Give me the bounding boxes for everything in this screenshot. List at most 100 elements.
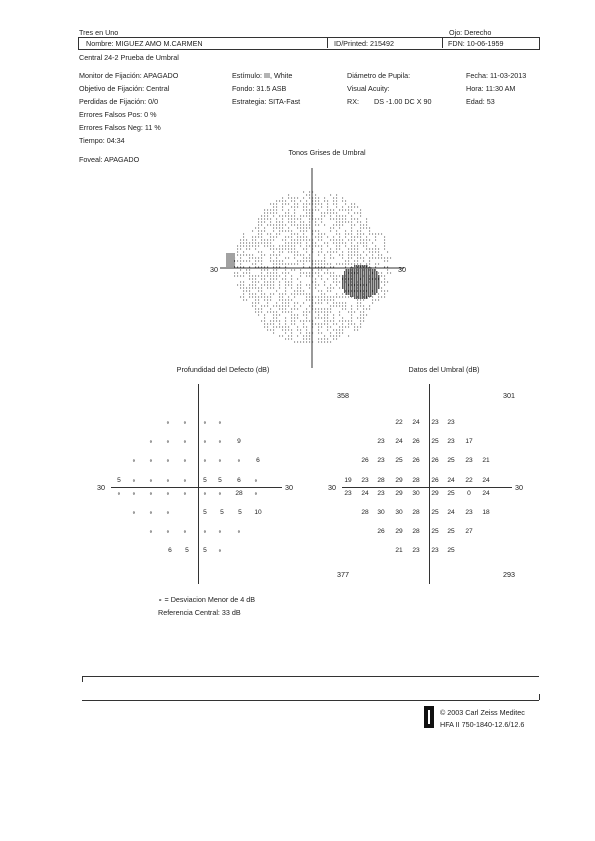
threshold-value: 26 bbox=[377, 528, 385, 535]
background: Fondo: 31.5 ASB bbox=[232, 84, 287, 93]
defect-value: 5 bbox=[185, 547, 189, 554]
greyscale-right-label: 30 bbox=[398, 265, 406, 274]
defect-value: ∘ bbox=[165, 457, 171, 464]
defect-value: 6 bbox=[256, 457, 260, 464]
threshold-value: 23 bbox=[377, 490, 385, 497]
defect-value: ∘ bbox=[182, 419, 188, 426]
threshold-value: 24 bbox=[361, 490, 369, 497]
defect-value: ∘ bbox=[217, 528, 223, 535]
defect-value: 6 bbox=[237, 477, 241, 484]
greyscale-left-block bbox=[226, 253, 235, 267]
fixation-target: Objetivo de Fijación: Central bbox=[79, 84, 170, 93]
strategy: Estrategia: SITA-Fast bbox=[232, 97, 301, 106]
threshold-value: 29 bbox=[395, 477, 403, 484]
date-of-birth: FDN: 10-06-1959 bbox=[448, 39, 504, 48]
threshold-value: 24 bbox=[412, 419, 420, 426]
summary-box-top bbox=[82, 676, 539, 677]
defect-value: 5 bbox=[203, 477, 207, 484]
pupil-diameter: Diámetro de Pupila: bbox=[347, 71, 411, 80]
threshold-value: 28 bbox=[412, 509, 420, 516]
defect-value: ∘ bbox=[165, 477, 171, 484]
defect-value: ∘ bbox=[148, 509, 154, 516]
summary-box-bottom bbox=[82, 700, 539, 701]
defect-value: 5 bbox=[218, 477, 222, 484]
box-divider bbox=[327, 38, 328, 48]
threshold-value: 25 bbox=[431, 528, 439, 535]
threshold-value: 28 bbox=[361, 509, 369, 516]
threshold-corner-bottom-left: 377 bbox=[337, 570, 349, 579]
defect-value: ∘ bbox=[148, 477, 154, 484]
visual-acuity: Visual Acuity: bbox=[347, 84, 390, 93]
threshold-value: 23 bbox=[377, 457, 385, 464]
threshold-value: 26 bbox=[431, 477, 439, 484]
threshold-value: 21 bbox=[395, 547, 403, 554]
foveal: Foveal: APAGADO bbox=[79, 155, 140, 164]
defect-value: ∘ bbox=[236, 457, 242, 464]
threshold-value: 25 bbox=[447, 547, 455, 554]
defect-value: ∘ bbox=[131, 490, 137, 497]
threshold-horizontal-axis bbox=[342, 487, 512, 488]
threshold-value: 19 bbox=[344, 477, 352, 484]
threshold-title: Datos del Umbral (dB) bbox=[408, 365, 480, 374]
defect-value: ∘ bbox=[217, 457, 223, 464]
greyscale-left-label: 30 bbox=[210, 265, 218, 274]
defect-value: ∘ bbox=[148, 490, 154, 497]
rx-value: DS -1.00 DC X 90 bbox=[374, 97, 432, 106]
defect-value: ∘ bbox=[202, 528, 208, 535]
threshold-value: 24 bbox=[482, 490, 490, 497]
test-duration: Tiempo: 04:34 bbox=[79, 136, 125, 145]
defect-value: 5 bbox=[220, 509, 224, 516]
threshold-value: 25 bbox=[447, 490, 455, 497]
defect-value: 6 bbox=[168, 547, 172, 554]
rx-label: RX: bbox=[347, 97, 359, 106]
threshold-value: 29 bbox=[395, 528, 403, 535]
test-time: Hora: 11:30 AM bbox=[466, 84, 516, 93]
threshold-value: 23 bbox=[447, 419, 455, 426]
defect-value: ∘ bbox=[202, 438, 208, 445]
threshold-value: 28 bbox=[412, 528, 420, 535]
threshold-value: 23 bbox=[431, 547, 439, 554]
threshold-value: 28 bbox=[377, 477, 385, 484]
patient-id: ID/Printed: 215492 bbox=[334, 39, 394, 48]
defect-value: ∘ bbox=[165, 509, 171, 516]
defect-value: ∘ bbox=[165, 490, 171, 497]
threshold-value: 22 bbox=[395, 419, 403, 426]
defect-value: 10 bbox=[254, 509, 262, 516]
defect-value: ∘ bbox=[202, 457, 208, 464]
summary-box-right-tick bbox=[539, 694, 540, 700]
threshold-value: 24 bbox=[482, 477, 490, 484]
defect-value: ∘ bbox=[253, 477, 259, 484]
eye-label: Ojo: Derecho bbox=[449, 28, 492, 37]
defect-value: ∘ bbox=[217, 419, 223, 426]
false-neg: Errores Falsos Neg: 11 % bbox=[79, 123, 161, 132]
defect-value: ∘ bbox=[236, 528, 242, 535]
threshold-value: 25 bbox=[447, 528, 455, 535]
threshold-left-label: 30 bbox=[328, 483, 336, 492]
greyscale-title: Tonos Grises de Umbral bbox=[288, 148, 366, 157]
copyright: © 2003 Carl Zeiss Meditec bbox=[440, 708, 525, 717]
fixation-monitor: Monitor de Fijación: APAGADO bbox=[79, 71, 179, 80]
threshold-value: 30 bbox=[377, 509, 385, 516]
threshold-right-label: 30 bbox=[515, 483, 523, 492]
threshold-value: 22 bbox=[465, 477, 473, 484]
defect-left-label: 30 bbox=[97, 483, 105, 492]
threshold-corner-top-left: 358 bbox=[337, 391, 349, 400]
threshold-value: 17 bbox=[465, 438, 473, 445]
threshold-value: 25 bbox=[431, 509, 439, 516]
defect-value: ∘ bbox=[182, 528, 188, 535]
defect-horizontal-axis bbox=[111, 487, 282, 488]
threshold-value: 23 bbox=[412, 547, 420, 554]
device-name: Tres en Uno bbox=[79, 28, 119, 37]
defect-value: ∘ bbox=[253, 490, 259, 497]
false-pos: Errores Falsos Pos: 0 % bbox=[79, 110, 157, 119]
threshold-value: 25 bbox=[447, 457, 455, 464]
defect-value: ∘ bbox=[165, 438, 171, 445]
threshold-value: 26 bbox=[361, 457, 369, 464]
defect-value: ∘ bbox=[182, 438, 188, 445]
defect-value: ∘ bbox=[116, 490, 122, 497]
device-model: HFA II 750-1840-12.6/12.6 bbox=[440, 720, 525, 729]
threshold-value: 23 bbox=[377, 438, 385, 445]
patient-name: Nombre: MIGUEZ AMO M.CARMEN bbox=[86, 39, 203, 48]
test-date: Fecha: 11-03-2013 bbox=[466, 71, 527, 80]
